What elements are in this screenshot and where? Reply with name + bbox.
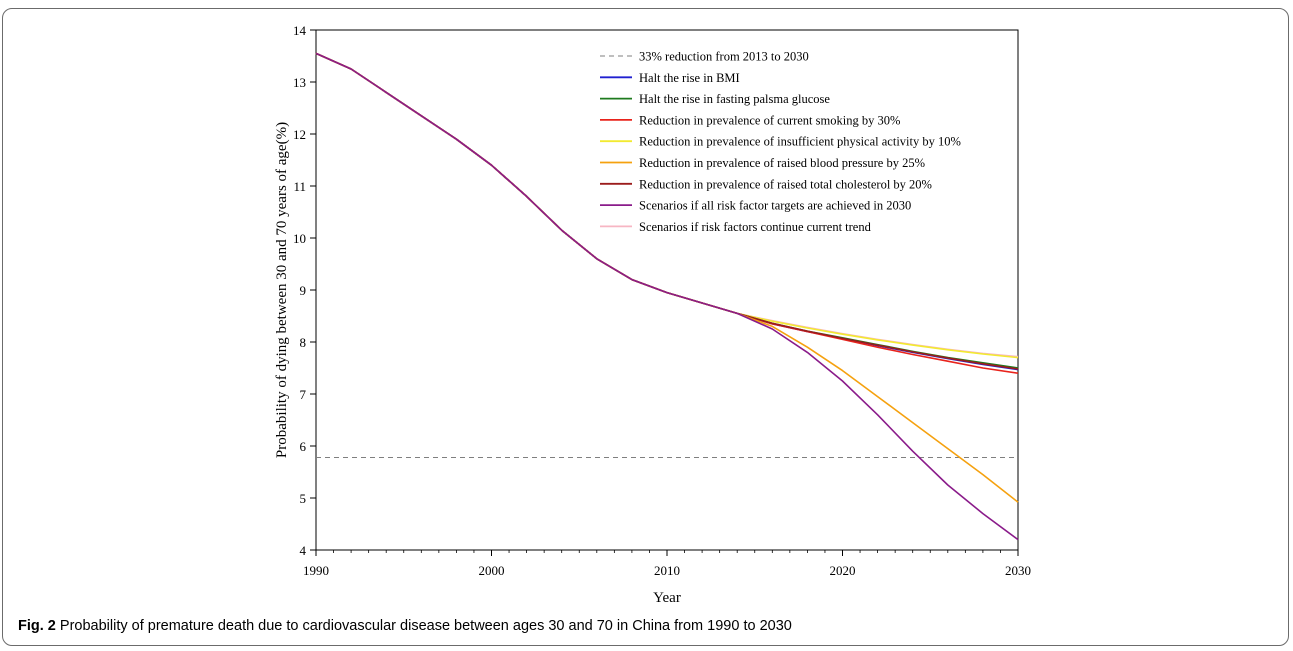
legend-label: Reduction in prevalence of raised total … — [639, 177, 932, 191]
figure-caption-text: Probability of premature death due to ca… — [59, 618, 792, 634]
legend-label: 33% reduction from 2013 to 2030 — [639, 50, 809, 64]
y-tick-label: 11 — [293, 179, 306, 194]
x-tick-label: 1990 — [303, 563, 329, 578]
y-tick-label: 10 — [293, 231, 306, 246]
y-tick-label: 13 — [293, 75, 306, 90]
legend-label: Reduction in prevalence of insufficient … — [639, 135, 961, 149]
figure-label: Fig. 2 — [18, 618, 56, 634]
y-tick-label: 7 — [300, 387, 307, 402]
x-tick-label: 2030 — [1005, 563, 1031, 578]
legend-label: Halt the rise in fasting palsma glucose — [639, 92, 830, 106]
legend-label: Reduction in prevalence of current smoki… — [639, 113, 900, 127]
y-tick-label: 12 — [293, 127, 306, 142]
series-line-7 — [315, 52, 1019, 541]
y-tick-label: 4 — [300, 543, 307, 558]
y-tick-label: 8 — [300, 335, 307, 350]
legend-label: Scenarios if all risk factor targets are… — [639, 199, 911, 213]
legend-label: Reduction in prevalence of raised blood … — [639, 156, 925, 170]
x-tick-label: 2000 — [479, 563, 505, 578]
plot-area — [315, 29, 1019, 551]
figure-frame — [2, 8, 1289, 646]
x-tick-label: 2020 — [830, 563, 856, 578]
legend-label: Halt the rise in BMI — [639, 71, 740, 85]
legend-label: Scenarios if risk factors continue curre… — [639, 220, 872, 234]
y-tick-label: 6 — [300, 439, 307, 454]
figure-caption: Fig. 2 Probability of premature death du… — [18, 618, 1278, 634]
y-tick-label: 9 — [300, 283, 307, 298]
y-tick-label: 14 — [293, 23, 307, 38]
y-axis-title: Probability of dying between 30 and 70 y… — [274, 122, 290, 458]
x-axis-title: Year — [653, 590, 681, 606]
y-tick-label: 5 — [300, 491, 307, 506]
x-tick-label: 2010 — [654, 563, 680, 578]
